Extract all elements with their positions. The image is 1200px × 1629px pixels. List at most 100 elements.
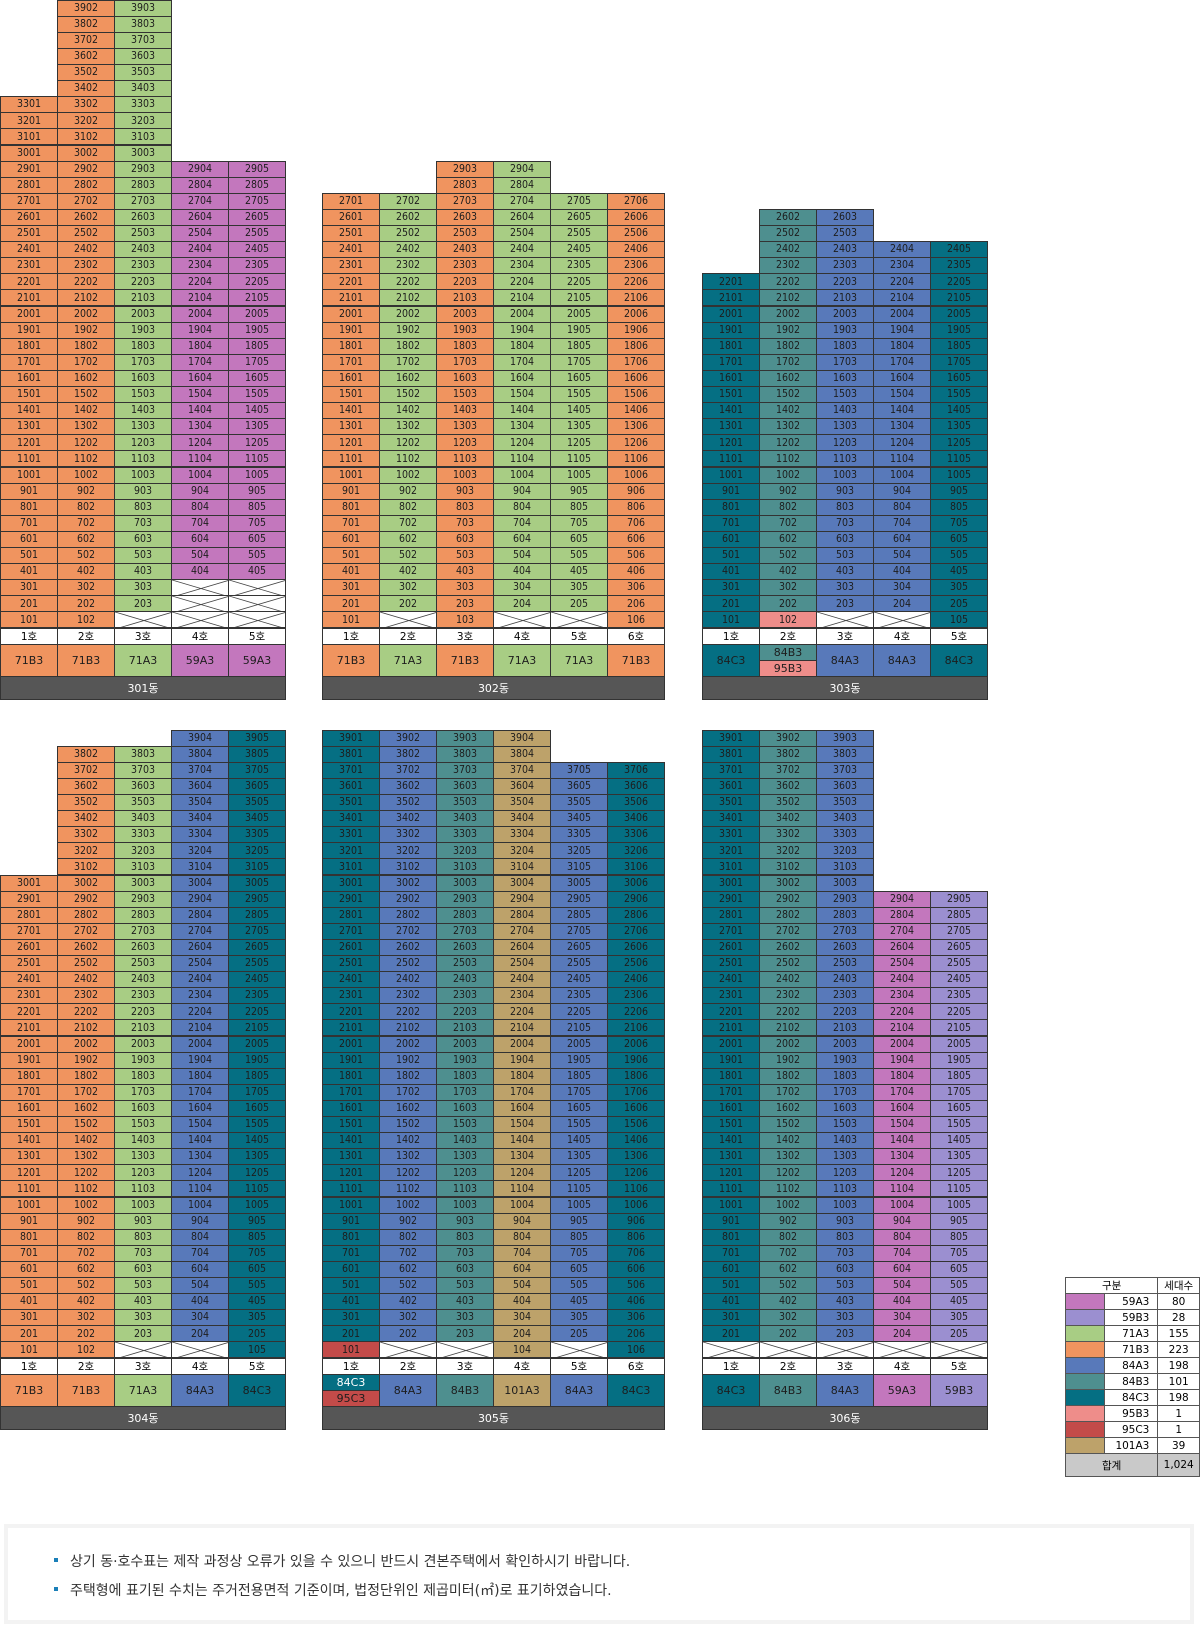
building-name: 302동 <box>322 675 665 700</box>
unit-cell: 2801 <box>0 906 58 924</box>
unit-cell: 1405 <box>550 402 608 420</box>
unit-cell: 2103 <box>114 289 172 307</box>
unit-cell: 2405 <box>228 241 286 259</box>
unit-cell: 2005 <box>550 305 608 323</box>
unit-cell: 803 <box>436 1228 494 1246</box>
unit-cell: 2004 <box>493 1035 551 1053</box>
unit-cell: 2403 <box>436 971 494 989</box>
unit-cell: 201 <box>0 595 58 613</box>
unit-cell: 1901 <box>322 321 380 339</box>
unit-cell: 2502 <box>379 955 437 973</box>
legend-swatch <box>1065 1357 1105 1374</box>
unit-cell: 1705 <box>550 1083 608 1101</box>
unit-cell: 701 <box>702 514 760 532</box>
unit-cell: 1005 <box>228 466 286 484</box>
ho-label: 4호 <box>171 1357 229 1375</box>
unit-cell: 2903 <box>816 890 874 908</box>
unit-cell: 706 <box>607 514 665 532</box>
unit-cell: 1005 <box>930 1196 988 1214</box>
unit-cell: 1802 <box>57 1067 115 1085</box>
unit-cell: 3101 <box>702 858 760 876</box>
unit-cell: 2104 <box>171 289 229 307</box>
unit-cell: 1001 <box>702 1196 760 1214</box>
unit-cell: 1104 <box>873 1180 931 1198</box>
unit-cell: 3401 <box>702 810 760 828</box>
unit-cell: 2404 <box>171 971 229 989</box>
unit-cell: 3803 <box>816 745 874 763</box>
unit-cell: 3402 <box>379 810 437 828</box>
unit-cell: 2206 <box>607 273 665 291</box>
unit-cell: 1604 <box>873 1099 931 1117</box>
legend-total-row: 합계 1,024 <box>1064 1453 1200 1477</box>
unit-cell: 1504 <box>171 386 229 404</box>
unit-cell: 3604 <box>171 777 229 795</box>
legend-swatch <box>1065 1293 1105 1310</box>
unit-cell: 102 <box>759 611 817 629</box>
ho-label: 3호 <box>816 1357 874 1375</box>
unit-cell: 2603 <box>436 208 494 226</box>
unit-cell: 3502 <box>759 794 817 812</box>
unit-cell: 304 <box>873 1309 931 1327</box>
unit-cell: 603 <box>816 530 874 548</box>
unit-cell: 3703 <box>816 761 874 779</box>
unit-cell: 1905 <box>228 1051 286 1069</box>
unit-cell: 3001 <box>0 874 58 892</box>
unit-cell: 2805 <box>930 906 988 924</box>
ho-label: 3호 <box>436 627 494 645</box>
unit-cell: 1403 <box>114 402 172 420</box>
unit-cell: 1703 <box>114 1083 172 1101</box>
note-1: 상기 동·호수표는 제작 과정상 오류가 있을 수 있으니 반드시 견본주택에서… <box>54 1551 630 1571</box>
unit-cell: 3903 <box>114 0 172 17</box>
unit-cell: 1604 <box>171 369 229 387</box>
unit-cell: 1003 <box>436 1196 494 1214</box>
unit-cell: 702 <box>57 1244 115 1262</box>
unit-cell: 3404 <box>171 810 229 828</box>
unit-cell: 702 <box>57 514 115 532</box>
unit-cell: 3102 <box>57 858 115 876</box>
unit-cell: 1402 <box>379 402 437 420</box>
unit-cell: 1904 <box>171 321 229 339</box>
unit-cell: 1903 <box>816 321 874 339</box>
unit-cell: 1802 <box>379 1067 437 1085</box>
unit-cell: 3201 <box>702 842 760 860</box>
type-label: 84C3 <box>322 1373 380 1391</box>
unit-cell: 202 <box>379 595 437 613</box>
unit-cell: 901 <box>0 482 58 500</box>
unit-cell: 1302 <box>379 1148 437 1166</box>
empty-unit-cell <box>171 595 229 613</box>
unit-cell: 1102 <box>57 450 115 468</box>
legend-header-count: 세대수 <box>1157 1277 1200 1294</box>
type-label: 84C3 <box>702 1373 760 1407</box>
unit-cell: 2704 <box>873 922 931 940</box>
unit-cell: 3501 <box>322 794 380 812</box>
unit-cell: 1204 <box>171 1164 229 1182</box>
unit-cell: 1802 <box>759 1067 817 1085</box>
unit-cell: 605 <box>550 530 608 548</box>
unit-cell: 2302 <box>57 987 115 1005</box>
unit-cell: 1902 <box>379 1051 437 1069</box>
unit-cell: 2602 <box>379 208 437 226</box>
unit-cell: 504 <box>873 547 931 565</box>
unit-cell: 3704 <box>493 761 551 779</box>
unit-cell: 2605 <box>228 208 286 226</box>
empty-unit-cell <box>930 1341 988 1359</box>
unit-cell: 201 <box>322 1325 380 1343</box>
unit-cell: 1801 <box>702 1067 760 1085</box>
unit-cell: 1905 <box>550 321 608 339</box>
unit-cell: 3605 <box>228 777 286 795</box>
unit-cell: 805 <box>228 1228 286 1246</box>
unit-cell: 1104 <box>493 1180 551 1198</box>
unit-cell: 1501 <box>0 1116 58 1134</box>
unit-cell: 3602 <box>57 777 115 795</box>
unit-cell: 301 <box>702 579 760 597</box>
unit-cell: 405 <box>930 563 988 581</box>
unit-cell: 1606 <box>607 1099 665 1117</box>
unit-cell: 2703 <box>114 922 172 940</box>
unit-cell: 2205 <box>930 273 988 291</box>
unit-cell: 3006 <box>607 874 665 892</box>
unit-cell: 1505 <box>930 1116 988 1134</box>
unit-cell: 2902 <box>57 890 115 908</box>
unit-cell: 2601 <box>702 938 760 956</box>
unit-cell: 2503 <box>114 225 172 243</box>
unit-cell: 1002 <box>57 1196 115 1214</box>
